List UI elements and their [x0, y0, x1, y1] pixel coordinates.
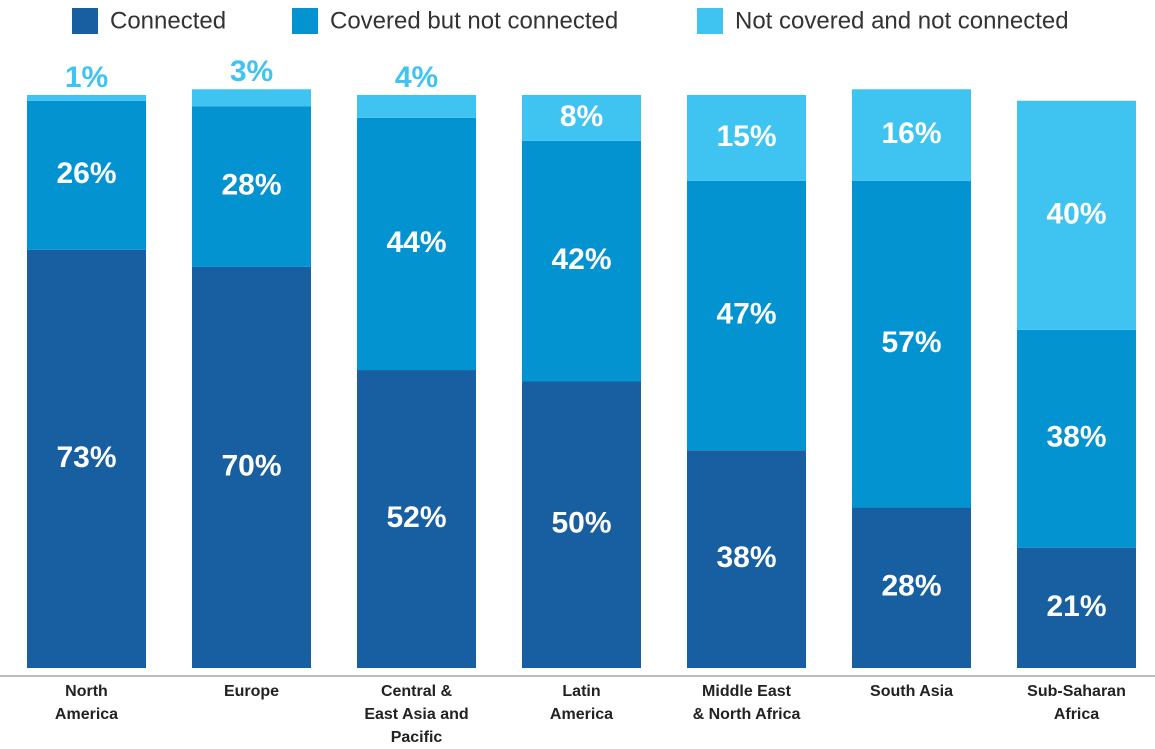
bar-segment — [27, 95, 146, 101]
data-label: 73% — [56, 441, 116, 474]
data-label: 4% — [395, 61, 438, 94]
data-label: 38% — [1046, 421, 1106, 454]
legend-label: Connected — [110, 7, 226, 34]
data-label: 38% — [716, 541, 776, 574]
bar-segment — [192, 266, 311, 668]
bar-segment — [357, 370, 476, 668]
bar-segment — [1017, 100, 1136, 330]
data-label: 15% — [716, 120, 776, 153]
bar-segment — [192, 89, 311, 107]
data-label: 21% — [1046, 590, 1106, 623]
x-tick-label: Latin America — [549, 683, 614, 723]
bar-segment — [852, 89, 971, 181]
data-label: 3% — [230, 55, 273, 88]
data-label: 57% — [881, 326, 941, 359]
bar-segment — [522, 140, 641, 382]
data-label: 16% — [881, 117, 941, 150]
legend-label: Covered but not connected — [330, 7, 618, 34]
data-label: 28% — [221, 169, 281, 202]
legend-swatch — [292, 8, 318, 34]
bar-segment — [1017, 547, 1136, 668]
bar-segment — [852, 507, 971, 668]
data-label: 40% — [1046, 197, 1106, 230]
bar-segment — [357, 95, 476, 118]
bar-segment — [687, 95, 806, 181]
data-label: 8% — [560, 100, 603, 133]
bar-segment — [357, 117, 476, 371]
legend-swatch — [72, 8, 98, 34]
bar-segment — [27, 100, 146, 250]
data-label: 44% — [386, 226, 446, 259]
data-label: 26% — [56, 157, 116, 190]
x-tick-label: North America — [54, 683, 119, 723]
data-label: 42% — [551, 243, 611, 276]
data-label: 52% — [386, 501, 446, 534]
bar-segment — [192, 106, 311, 267]
data-label: 1% — [65, 61, 108, 94]
legend-label: Not covered and not connected — [735, 7, 1069, 34]
data-label: 50% — [551, 507, 611, 540]
bar-segment — [522, 95, 641, 141]
x-tick-label: Central & East Asia and Pacific — [364, 683, 469, 746]
bar-segment — [852, 180, 971, 508]
data-label: 28% — [881, 570, 941, 603]
legend-swatch — [697, 8, 723, 34]
bar-segment — [687, 450, 806, 668]
x-tick-label: Middle East & North Africa — [692, 683, 801, 723]
bar-segment — [27, 249, 146, 668]
x-tick-label: Sub-Saharan Africa — [1027, 683, 1126, 723]
bar-segment — [1017, 329, 1136, 548]
bar-segment — [687, 180, 806, 451]
x-tick-label: South Asia — [870, 683, 953, 700]
bar-segment — [522, 381, 641, 668]
x-tick-label: Europe — [223, 683, 280, 700]
data-label: 47% — [716, 298, 776, 331]
data-label: 70% — [221, 449, 281, 482]
